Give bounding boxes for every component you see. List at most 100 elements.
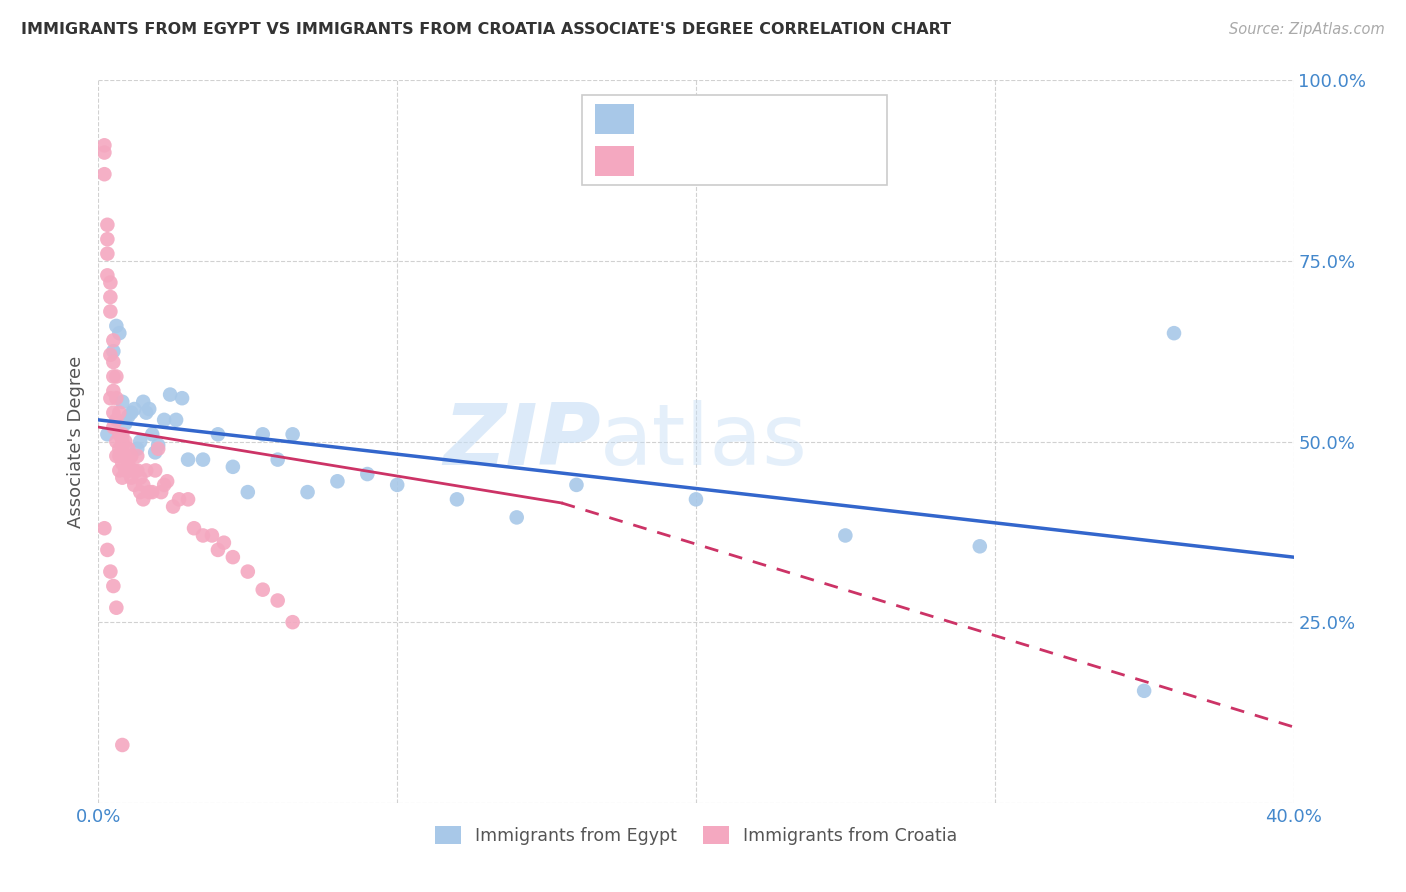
Point <box>114 449 136 463</box>
Point <box>108 406 131 420</box>
Point <box>153 413 176 427</box>
Text: IMMIGRANTS FROM EGYPT VS IMMIGRANTS FROM CROATIA ASSOCIATE'S DEGREE CORRELATION : IMMIGRANTS FROM EGYPT VS IMMIGRANTS FROM… <box>21 22 952 37</box>
Point <box>103 344 125 359</box>
Point <box>93 145 115 160</box>
Point <box>135 463 157 477</box>
Point <box>120 470 142 484</box>
Point <box>267 593 290 607</box>
Point <box>114 417 136 431</box>
Point <box>148 438 170 452</box>
Point <box>356 467 378 481</box>
Point <box>103 406 125 420</box>
Point <box>135 406 157 420</box>
Point <box>103 420 125 434</box>
Point <box>207 427 229 442</box>
Point <box>111 427 134 442</box>
Point <box>129 434 152 449</box>
Point <box>143 445 166 459</box>
Point <box>685 492 707 507</box>
Point <box>191 528 214 542</box>
Point <box>183 521 205 535</box>
Point <box>98 304 122 318</box>
Point <box>969 539 991 553</box>
Point <box>103 334 125 348</box>
Text: atlas: atlas <box>600 400 808 483</box>
Point <box>114 463 136 477</box>
Point <box>117 442 139 456</box>
Point <box>117 463 139 477</box>
Point <box>96 246 118 260</box>
Point <box>127 442 149 456</box>
Point <box>98 290 122 304</box>
Point <box>138 485 160 500</box>
Point <box>385 478 409 492</box>
Point <box>141 485 163 500</box>
Point <box>105 434 128 449</box>
Point <box>132 394 155 409</box>
Point <box>105 391 128 405</box>
Point <box>132 492 155 507</box>
Point <box>105 318 128 333</box>
Point <box>1163 326 1185 340</box>
Point <box>252 582 274 597</box>
Point <box>172 391 194 405</box>
Point <box>150 485 173 500</box>
Point <box>108 449 131 463</box>
Point <box>98 565 122 579</box>
Point <box>165 413 187 427</box>
Point <box>159 387 181 401</box>
Point <box>1133 683 1156 698</box>
Point <box>148 442 170 456</box>
Point <box>96 542 118 557</box>
Point <box>212 535 235 549</box>
Point <box>96 218 118 232</box>
Point <box>93 138 115 153</box>
Text: Source: ZipAtlas.com: Source: ZipAtlas.com <box>1229 22 1385 37</box>
Point <box>156 475 179 489</box>
Point <box>127 449 149 463</box>
Point <box>105 449 128 463</box>
Point <box>236 485 259 500</box>
Point <box>565 478 588 492</box>
Point <box>207 542 229 557</box>
Point <box>281 615 304 630</box>
Point <box>177 492 200 507</box>
Point <box>108 442 131 456</box>
Legend: Immigrants from Egypt, Immigrants from Croatia: Immigrants from Egypt, Immigrants from C… <box>427 819 965 852</box>
Point <box>96 427 118 442</box>
Point <box>127 463 149 477</box>
Point <box>108 463 131 477</box>
Point <box>111 456 134 470</box>
Point <box>117 409 139 424</box>
Point <box>222 459 245 474</box>
Point <box>326 475 349 489</box>
Point <box>120 449 142 463</box>
Point <box>138 402 160 417</box>
Point <box>96 232 118 246</box>
Point <box>98 348 122 362</box>
Point <box>105 369 128 384</box>
Point <box>143 463 166 477</box>
Point <box>111 394 134 409</box>
Point <box>103 579 125 593</box>
Point <box>252 427 274 442</box>
Point <box>103 369 125 384</box>
Point <box>108 427 131 442</box>
Point <box>103 384 125 398</box>
Point <box>191 452 214 467</box>
Point <box>96 268 118 283</box>
Point <box>167 492 190 507</box>
Point <box>201 528 224 542</box>
Point <box>98 276 122 290</box>
Point <box>177 452 200 467</box>
Point <box>129 485 152 500</box>
Point <box>222 550 245 565</box>
Point <box>297 485 319 500</box>
Point <box>105 600 128 615</box>
Point <box>120 406 142 420</box>
Point <box>111 434 134 449</box>
Point <box>111 738 134 752</box>
Point <box>124 463 146 477</box>
Point <box>236 565 259 579</box>
Text: ZIP: ZIP <box>443 400 600 483</box>
